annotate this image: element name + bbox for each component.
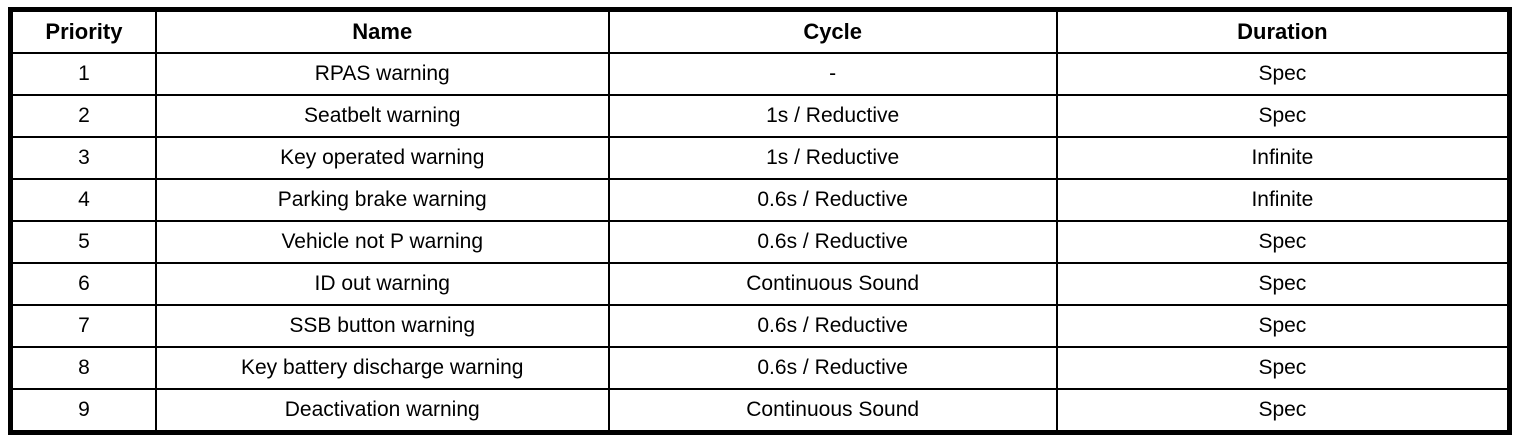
table-row: 4 Parking brake warning 0.6s / Reductive… — [9, 178, 1511, 222]
cell-name: ID out warning — [154, 262, 610, 306]
table-row: 1 RPAS warning - Spec — [9, 52, 1511, 96]
cell-cycle: 0.6s / Reductive — [607, 346, 1058, 390]
cell-cycle: 1s / Reductive — [607, 136, 1058, 180]
cell-priority: 5 — [9, 220, 157, 264]
warning-priority-table: Priority Name Cycle Duration 1 RPAS warn… — [8, 7, 1512, 435]
cell-duration: Infinite — [1055, 136, 1511, 180]
cell-duration: Spec — [1055, 94, 1511, 138]
cell-priority: 3 — [9, 136, 157, 180]
cell-duration: Spec — [1055, 346, 1511, 390]
table-row: 7 SSB button warning 0.6s / Reductive Sp… — [9, 304, 1511, 348]
cell-cycle: 0.6s / Reductive — [607, 178, 1058, 222]
cell-duration: Spec — [1055, 52, 1511, 96]
table-header-row: Priority Name Cycle Duration — [9, 8, 1511, 54]
table-row: 6 ID out warning Continuous Sound Spec — [9, 262, 1511, 306]
cell-name: Deactivation warning — [154, 388, 610, 434]
column-header-cycle: Cycle — [607, 8, 1058, 54]
table-row: 2 Seatbelt warning 1s / Reductive Spec — [9, 94, 1511, 138]
cell-duration: Spec — [1055, 220, 1511, 264]
table-row: 5 Vehicle not P warning 0.6s / Reductive… — [9, 220, 1511, 264]
cell-cycle: 0.6s / Reductive — [607, 220, 1058, 264]
column-header-name: Name — [154, 8, 610, 54]
column-header-priority: Priority — [9, 8, 157, 54]
cell-priority: 4 — [9, 178, 157, 222]
table-row: 3 Key operated warning 1s / Reductive In… — [9, 136, 1511, 180]
cell-duration: Spec — [1055, 388, 1511, 434]
cell-name: Key battery discharge warning — [154, 346, 610, 390]
cell-duration: Infinite — [1055, 178, 1511, 222]
cell-name: Parking brake warning — [154, 178, 610, 222]
cell-name: SSB button warning — [154, 304, 610, 348]
cell-priority: 1 — [9, 52, 157, 96]
cell-cycle: - — [607, 52, 1058, 96]
cell-priority: 7 — [9, 304, 157, 348]
cell-duration: Spec — [1055, 304, 1511, 348]
table-row: 9 Deactivation warning Continuous Sound … — [9, 388, 1511, 434]
cell-cycle: Continuous Sound — [607, 262, 1058, 306]
cell-priority: 9 — [9, 388, 157, 434]
cell-cycle: Continuous Sound — [607, 388, 1058, 434]
cell-name: RPAS warning — [154, 52, 610, 96]
cell-name: Vehicle not P warning — [154, 220, 610, 264]
cell-name: Key operated warning — [154, 136, 610, 180]
cell-cycle: 1s / Reductive — [607, 94, 1058, 138]
cell-priority: 2 — [9, 94, 157, 138]
cell-cycle: 0.6s / Reductive — [607, 304, 1058, 348]
cell-duration: Spec — [1055, 262, 1511, 306]
table-row: 8 Key battery discharge warning 0.6s / R… — [9, 346, 1511, 390]
cell-priority: 6 — [9, 262, 157, 306]
cell-name: Seatbelt warning — [154, 94, 610, 138]
cell-priority: 8 — [9, 346, 157, 390]
column-header-duration: Duration — [1055, 8, 1511, 54]
